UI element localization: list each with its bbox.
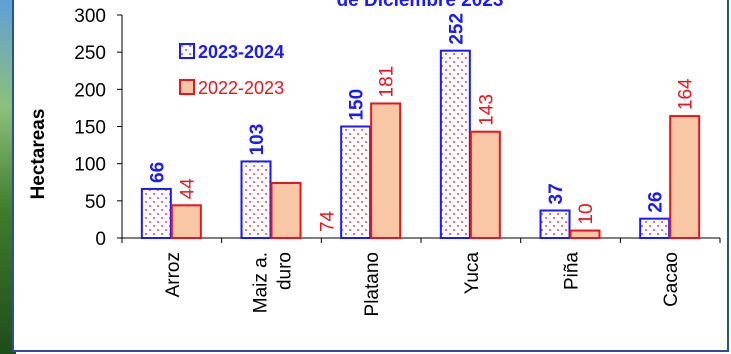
x-tick-label: duro: [275, 252, 296, 290]
data-label-2023-2024: 103: [247, 124, 268, 156]
y-axis-label: Hectareas: [28, 109, 49, 200]
data-label-2022-2023: 164: [676, 78, 697, 110]
bar-2022-2023: [270, 181, 302, 239]
legend-swatch-2023-2024: [179, 43, 195, 59]
x-tick-label: Arroz: [163, 252, 184, 297]
x-tick-label: Piña: [562, 252, 583, 290]
y-tick-label: 150: [74, 118, 106, 139]
y-tick-label: 200: [74, 80, 106, 101]
legend-label-2022-2023: 2022-2023: [198, 78, 284, 98]
bar-2023-2024: [340, 125, 372, 239]
y-tick-label: 100: [74, 155, 106, 176]
x-tick-label: Maiz a.: [251, 252, 272, 313]
data-label-2022-2023: 74: [317, 210, 338, 232]
bar-2022-2023: [370, 102, 402, 239]
y-tick-label: 50: [85, 192, 106, 213]
bar-2023-2024: [140, 187, 172, 240]
bar-2022-2023: [170, 204, 202, 239]
data-label-2022-2023: 181: [377, 66, 398, 98]
bar-2022-2023: [569, 229, 601, 239]
bar-2023-2024: [639, 217, 671, 240]
bar-2023-2024: [240, 160, 272, 239]
chart-title: de Diciembre 2023: [337, 0, 504, 11]
data-label-2023-2024: 150: [347, 89, 368, 121]
axes: 0 50 100 150 200 250 300 Arroz Maiz a. duro Platan…: [74, 6, 721, 316]
y-tick-label: 0: [95, 229, 106, 250]
legend-label-2023-2024: 2023-2024: [198, 42, 284, 62]
data-label-2023-2024: 66: [147, 162, 168, 183]
x-tick-label: Cacao: [661, 252, 682, 307]
bar-2023-2024: [439, 49, 471, 240]
bar-2022-2023: [669, 115, 701, 239]
data-label-2023-2024: 37: [546, 183, 567, 204]
y-tick-label: 300: [74, 6, 106, 27]
bars: [140, 49, 701, 240]
x-tick-label: Platano: [362, 252, 383, 316]
y-tick-label: 250: [74, 43, 106, 64]
data-label-2022-2023: 10: [576, 203, 597, 224]
bar-2023-2024: [539, 209, 571, 240]
data-label-2022-2023: 44: [177, 178, 198, 200]
legend: 2023-2024 2022-2023: [179, 42, 284, 98]
data-label-2023-2024: 252: [446, 13, 467, 45]
data-label-2023-2024: 26: [646, 192, 667, 213]
bar-2022-2023: [469, 130, 501, 240]
legend-swatch-2022-2023: [179, 79, 195, 95]
data-labels: 66 44 103 74 150 181 252 143 37 10 26 164: [147, 13, 696, 232]
x-tick-label: Yuca: [462, 252, 483, 295]
data-label-2022-2023: 143: [476, 94, 497, 126]
